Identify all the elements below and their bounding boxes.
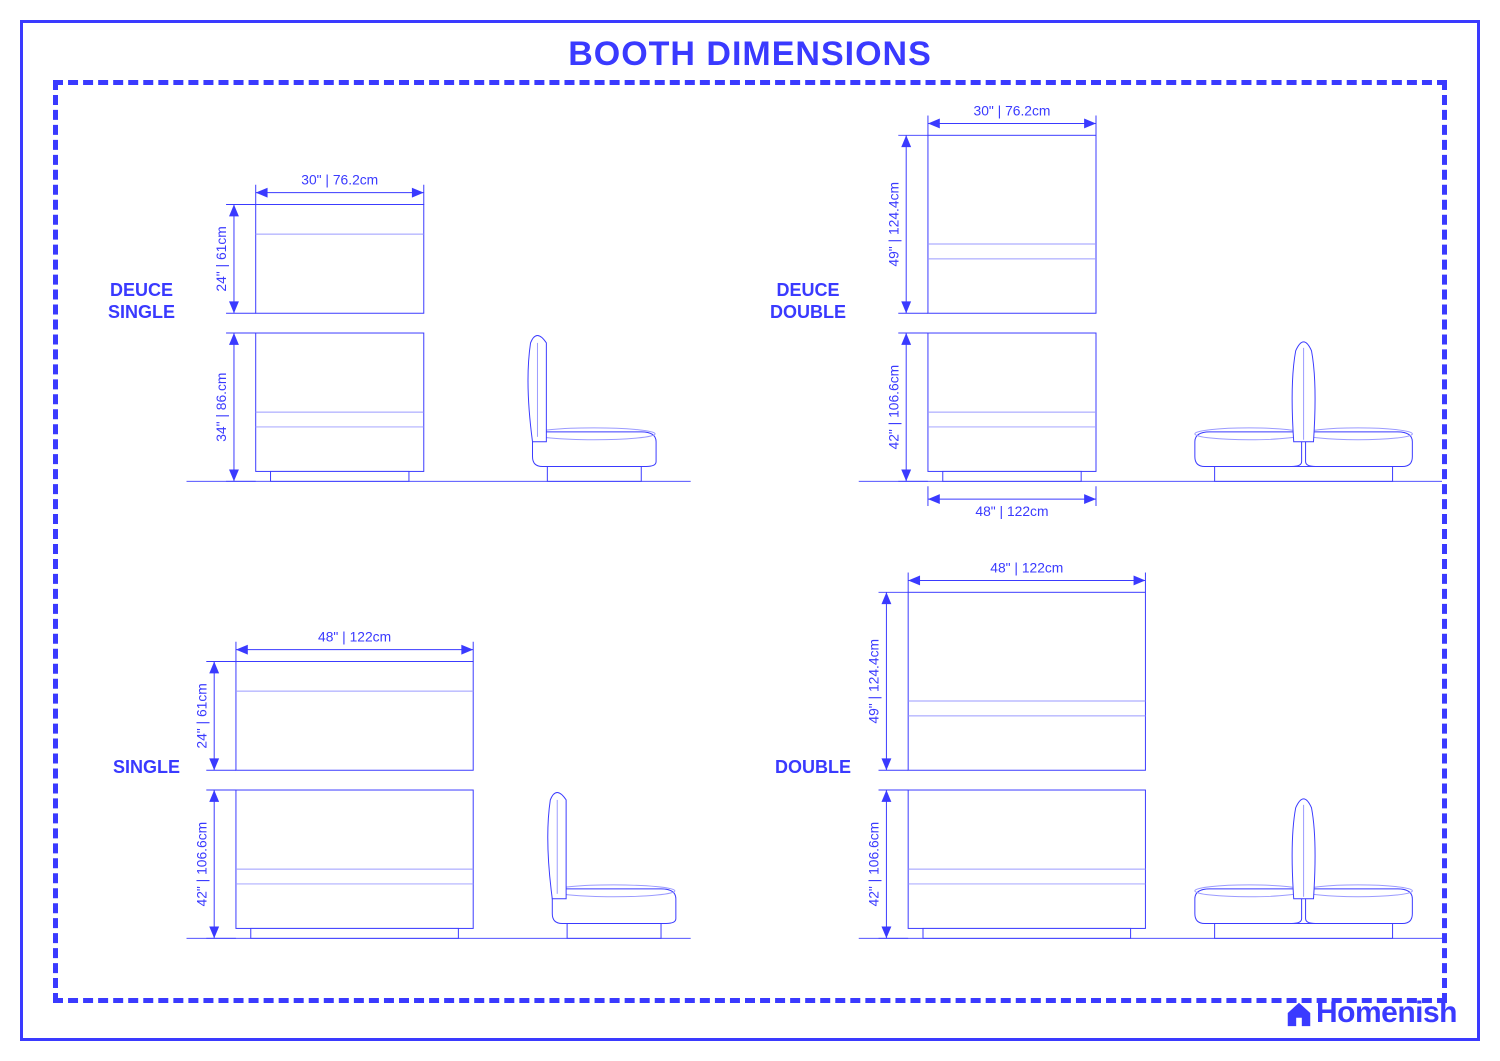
double-svg: 48" | 122cm 49" | 124.4cm bbox=[750, 542, 1442, 999]
dim-bot-w-text: 48" | 122cm bbox=[975, 503, 1048, 519]
dim-bottom-height: 42" | 106.6cm bbox=[193, 790, 236, 938]
dim-width-text: 30" | 76.2cm bbox=[301, 172, 378, 188]
plan-bottom bbox=[256, 333, 424, 481]
dim-top-height: 24" | 61cm bbox=[193, 661, 236, 770]
brand-text: Homenish bbox=[1316, 996, 1457, 1030]
dim-bottom-height: 34" | 86.cm bbox=[213, 333, 256, 481]
dim-top-h-text: 49" | 124.4cm bbox=[885, 182, 901, 267]
plan-top bbox=[928, 135, 1096, 313]
dim-width-text: 48" | 122cm bbox=[318, 628, 391, 644]
dim-top-h-text: 24" | 61cm bbox=[213, 226, 229, 291]
dim-top-height: 24" | 61cm bbox=[213, 205, 256, 314]
single-svg: 48" | 122cm 24" | 61cm bbox=[58, 542, 750, 999]
cell-double: DOUBLE bbox=[750, 542, 1442, 999]
dim-width: 48" | 122cm bbox=[236, 628, 473, 661]
dim-width-text: 48" | 122cm bbox=[990, 559, 1063, 575]
dim-bot-h-text: 42" | 106.6cm bbox=[193, 821, 209, 906]
cell-deuce-single: DEUCESINGLE bbox=[58, 85, 750, 542]
side-view-single bbox=[528, 335, 656, 481]
dim-top-height: 49" | 124.4cm bbox=[866, 592, 909, 770]
dim-width: 48" | 122cm bbox=[908, 559, 1145, 592]
dim-width: 30" | 76.2cm bbox=[928, 103, 1096, 136]
outer-frame: BOOTH DIMENSIONS DEUCESINGLE bbox=[20, 20, 1480, 1041]
dim-bottom-width: 48" | 122cm bbox=[928, 486, 1096, 519]
cell-deuce-double: DEUCEDOUBLE bbox=[750, 85, 1442, 542]
dim-width-text: 30" | 76.2cm bbox=[974, 103, 1051, 119]
dashed-frame: DEUCESINGLE bbox=[53, 80, 1447, 1003]
plan-bottom bbox=[928, 333, 1096, 481]
plan-top bbox=[908, 592, 1145, 770]
dim-top-h-text: 24" | 61cm bbox=[193, 683, 209, 748]
dim-bot-h-text: 42" | 106.6cm bbox=[885, 365, 901, 450]
house-icon bbox=[1284, 998, 1314, 1028]
side-view-double bbox=[1195, 798, 1412, 937]
dim-top-h-text: 49" | 124.4cm bbox=[866, 638, 882, 723]
dim-bot-h-text: 34" | 86.cm bbox=[213, 373, 229, 442]
plan-bottom bbox=[908, 790, 1145, 938]
side-view-double bbox=[1195, 342, 1412, 481]
dim-bottom-height: 42" | 106.6cm bbox=[885, 333, 928, 481]
plan-top bbox=[256, 205, 424, 314]
booth-grid: DEUCESINGLE bbox=[58, 85, 1442, 998]
deuce-single-svg: 30" | 76.2cm 24" | 61cm bbox=[58, 85, 750, 542]
dim-top-height: 49" | 124.4cm bbox=[885, 135, 928, 313]
dim-bottom-height: 42" | 106.6cm bbox=[866, 790, 909, 938]
deuce-double-svg: 30" | 76.2cm 49" | 124.4cm bbox=[750, 85, 1442, 542]
brand-logo: Homenish bbox=[1284, 996, 1457, 1030]
plan-bottom bbox=[236, 790, 473, 938]
cell-single: SINGLE bbox=[58, 542, 750, 999]
plan-top bbox=[236, 661, 473, 770]
side-view-single bbox=[548, 792, 676, 938]
dim-width: 30" | 76.2cm bbox=[256, 172, 424, 205]
diagram-title: BOOTH DIMENSIONS bbox=[53, 35, 1447, 74]
dim-bot-h-text: 42" | 106.6cm bbox=[866, 821, 882, 906]
